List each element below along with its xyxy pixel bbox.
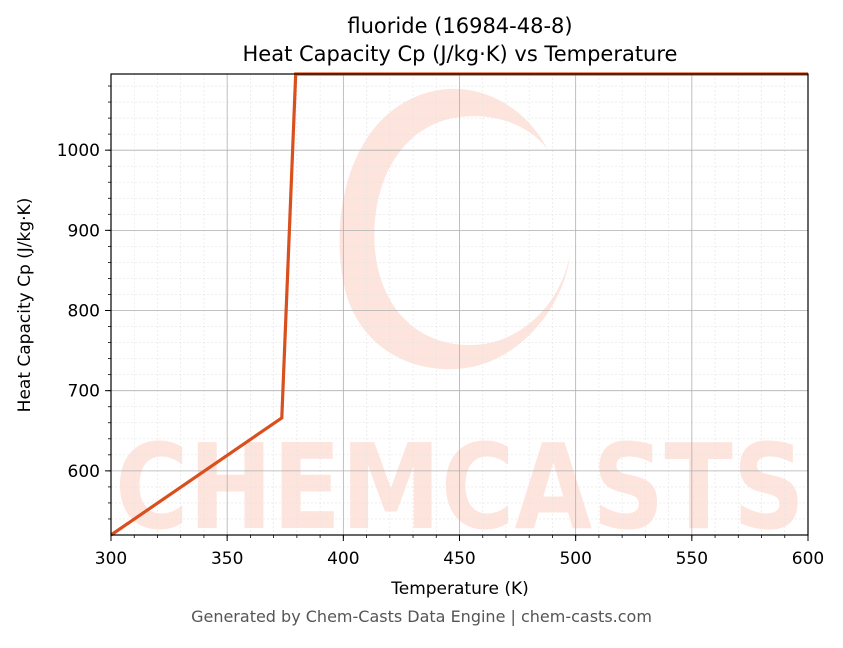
chart-subtitle: Heat Capacity Cp (J/kg·K) vs Temperature bbox=[243, 42, 678, 66]
y-tick-label: 900 bbox=[68, 221, 100, 241]
footer-credit: Generated by Chem-Casts Data Engine | ch… bbox=[191, 607, 652, 626]
watermark-swirl bbox=[339, 88, 570, 370]
x-tick-label: 350 bbox=[211, 549, 243, 569]
x-axis-ticks: 300 350 400 450 500 550 600 bbox=[95, 535, 824, 569]
x-tick-label: 550 bbox=[676, 549, 708, 569]
x-tick-label: 450 bbox=[443, 549, 475, 569]
x-tick-label: 600 bbox=[792, 549, 824, 569]
x-axis-label: Temperature (K) bbox=[390, 579, 529, 599]
y-tick-label: 700 bbox=[68, 382, 100, 402]
x-tick-label: 300 bbox=[95, 549, 127, 569]
y-tick-label: 1000 bbox=[57, 141, 100, 161]
chart-title: fluoride (16984-48-8) bbox=[347, 14, 572, 38]
watermark: CHEMCASTS bbox=[115, 88, 805, 556]
y-axis-label: Heat Capacity Cp (J/kg·K) bbox=[15, 198, 35, 413]
x-tick-label: 400 bbox=[327, 549, 359, 569]
y-axis-ticks: 600 700 800 900 1000 bbox=[57, 85, 111, 520]
y-tick-label: 800 bbox=[68, 302, 100, 322]
y-tick-label: 600 bbox=[68, 462, 100, 482]
x-tick-label: 500 bbox=[559, 549, 591, 569]
